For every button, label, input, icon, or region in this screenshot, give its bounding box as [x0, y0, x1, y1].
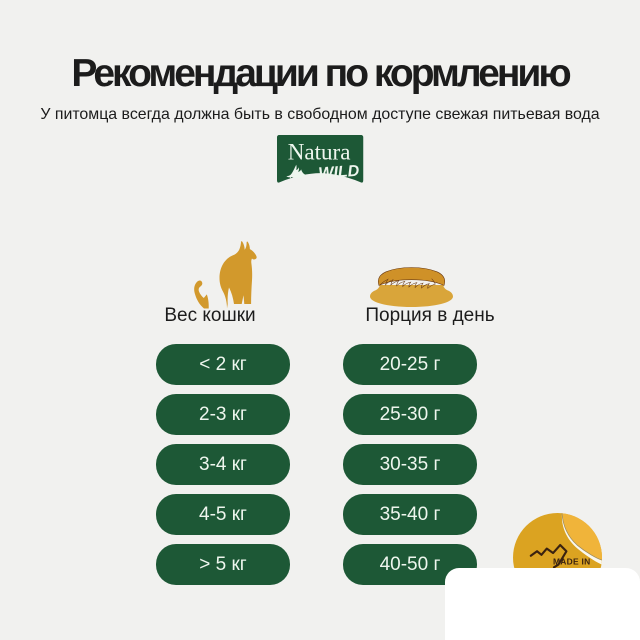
- svg-text:MADE IN: MADE IN: [552, 556, 590, 566]
- svg-text:WILD: WILD: [317, 161, 360, 182]
- svg-text:Natura: Natura: [287, 138, 350, 164]
